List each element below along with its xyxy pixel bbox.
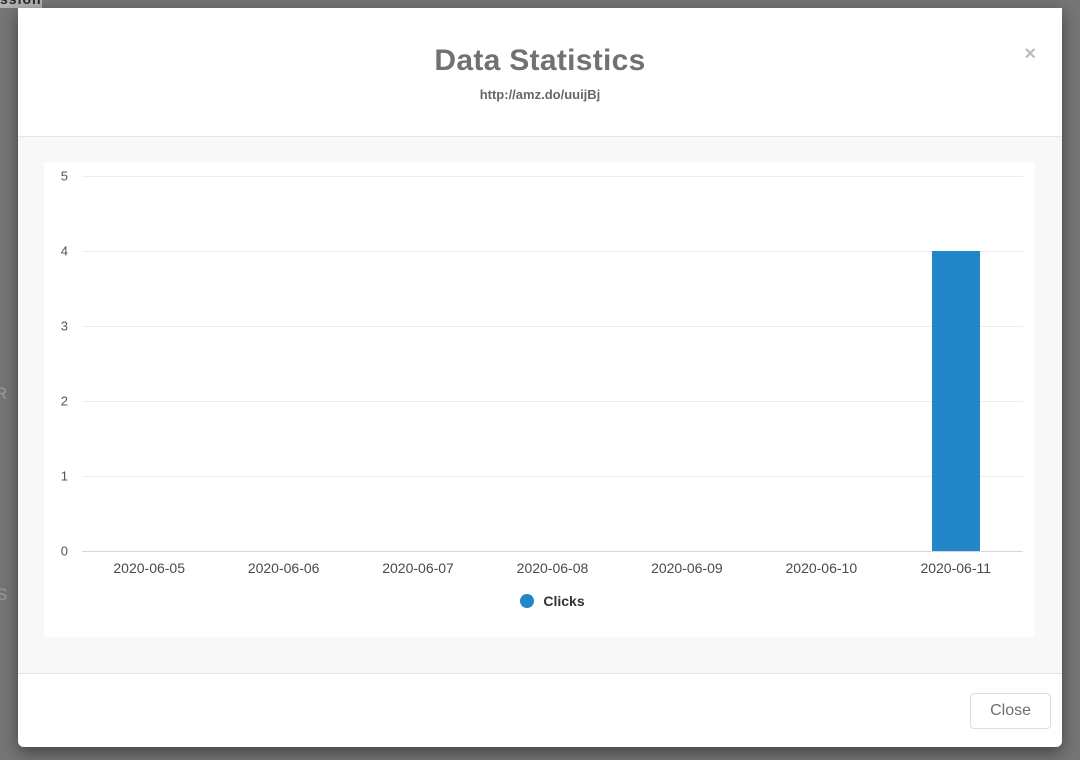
close-icon[interactable]: × — [1024, 43, 1036, 65]
clicks-bar-chart: 5 4 3 2 1 — [44, 162, 1035, 637]
gridline — [82, 401, 1023, 402]
x-axis-labels: 2020-06-05 2020-06-06 2020-06-07 2020-06… — [82, 560, 1023, 576]
x-axis-tick: 2020-06-08 — [516, 560, 589, 576]
bar-columns — [82, 176, 1023, 551]
modal-body: 5 4 3 2 1 — [18, 137, 1062, 673]
x-axis-line — [82, 551, 1023, 552]
x-axis-tick: 2020-06-10 — [785, 560, 858, 576]
short-url-label: http://amz.do/uuijBj — [479, 87, 601, 102]
x-axis-tick: 2020-06-06 — [247, 560, 320, 576]
gridline — [82, 326, 1023, 327]
close-button[interactable]: Close — [970, 692, 1051, 729]
gridline — [82, 476, 1023, 477]
x-axis-tick: 2020-06-09 — [651, 560, 723, 576]
legend-dot-icon — [520, 594, 535, 608]
y-axis-tick: 4 — [60, 243, 68, 259]
modal-title: Data Statistics — [434, 44, 646, 77]
y-axis-tick: 1 — [60, 468, 68, 484]
x-axis-tick: 2020-06-07 — [382, 560, 454, 576]
x-axis-tick: 2020-06-11 — [920, 560, 992, 576]
gridline — [82, 176, 1023, 177]
y-axis-tick: 5 — [60, 168, 68, 184]
y-axis-tick: 3 — [60, 318, 68, 334]
bar-clicks[interactable] — [931, 251, 980, 551]
background-page-text-fragment: ssion — [0, 0, 42, 8]
y-axis-tick: 0 — [60, 543, 68, 559]
background-page-letter-fragment: S — [0, 585, 8, 604]
x-axis-tick: 2020-06-05 — [113, 560, 186, 576]
chart-plot-area: 5 4 3 2 1 — [61, 169, 1023, 559]
legend-item-clicks[interactable]: Clicks — [82, 593, 1023, 609]
gridline — [82, 251, 1023, 252]
y-axis-tick: 2 — [60, 393, 68, 409]
data-statistics-modal: Data Statistics http://amz.do/uuijBj × 5… — [18, 8, 1062, 747]
modal-header: Data Statistics http://amz.do/uuijBj × — [18, 8, 1062, 137]
legend-label: Clicks — [543, 593, 585, 609]
modal-footer: Close — [18, 673, 1062, 747]
background-page-letter-fragment: R — [0, 384, 8, 403]
